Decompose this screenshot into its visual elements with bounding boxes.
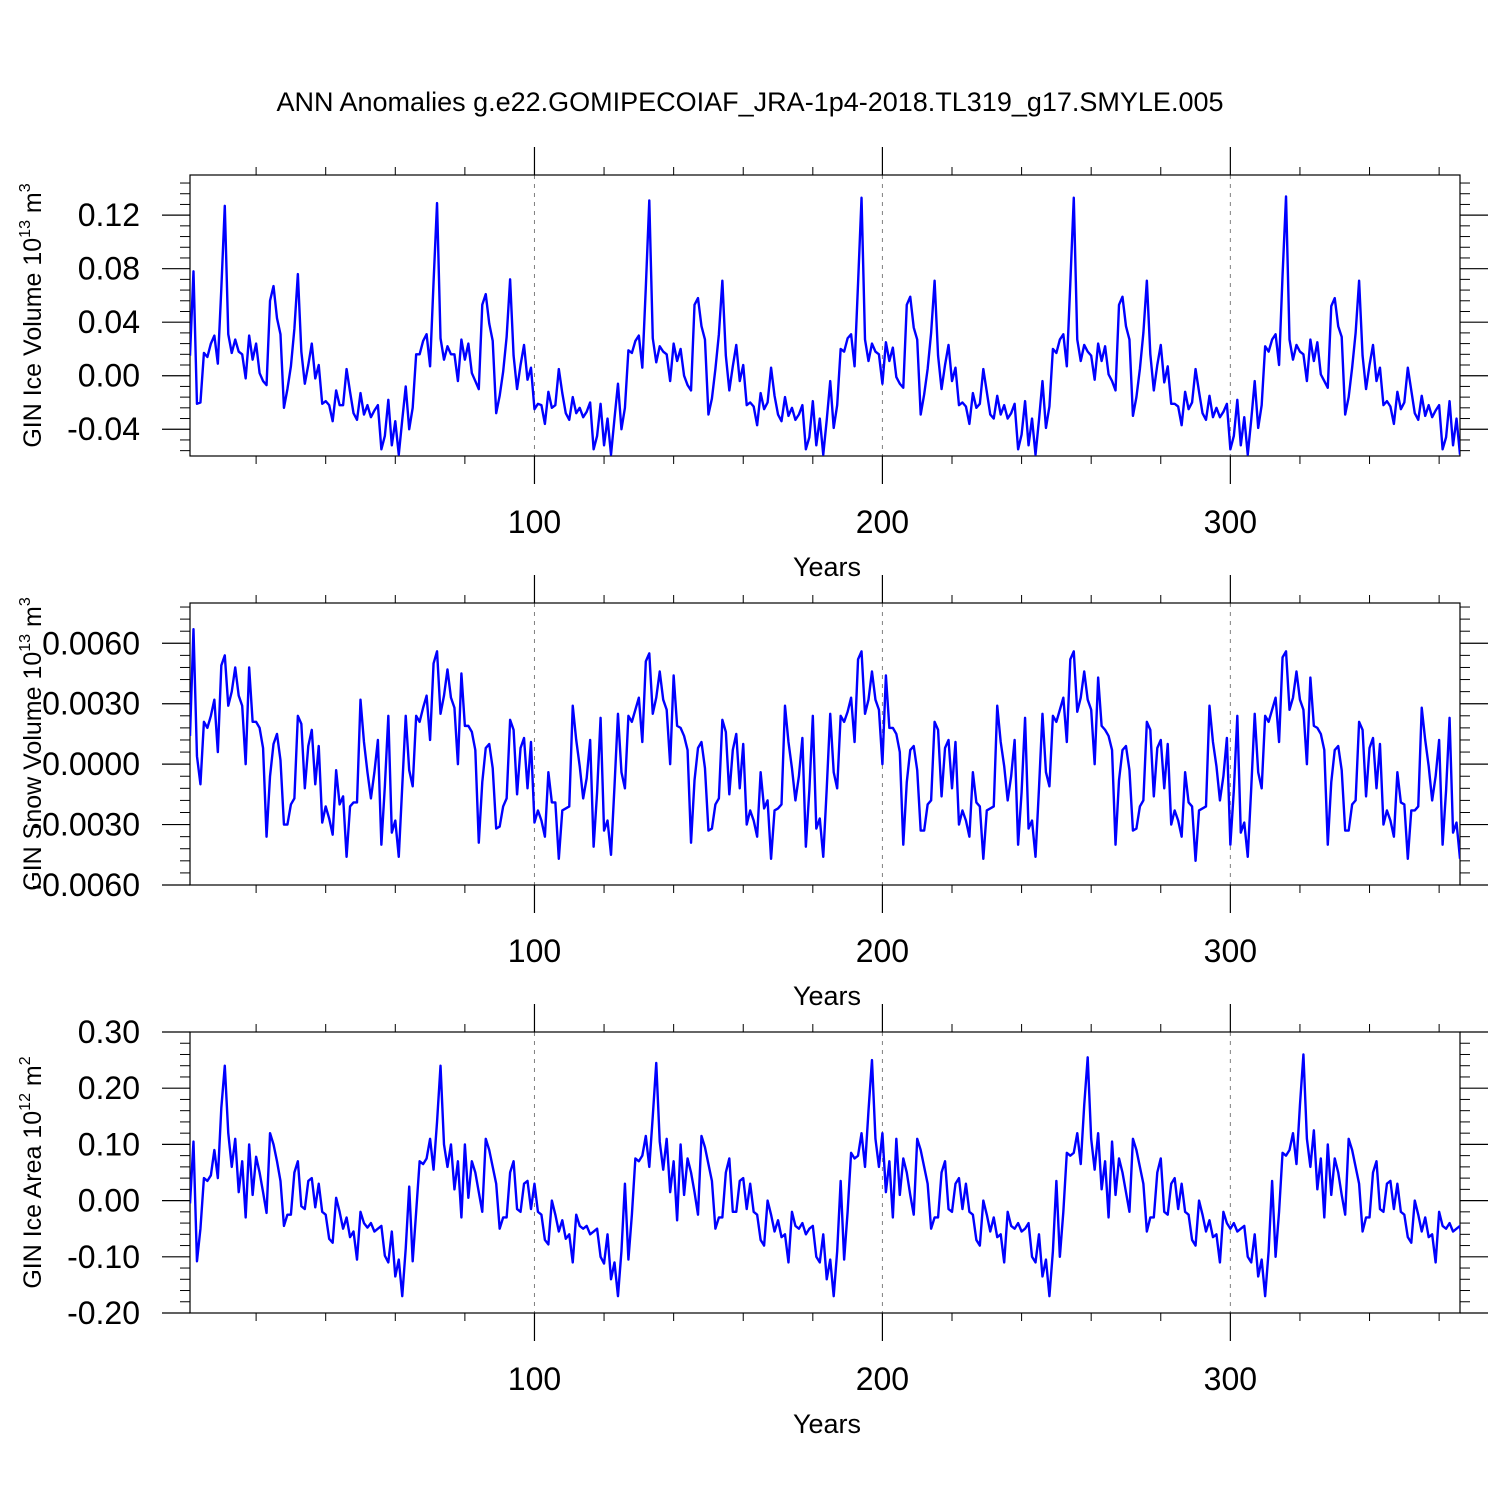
x-tick-label: 200 <box>856 1361 909 1397</box>
x-tick-label: 300 <box>1204 1361 1257 1397</box>
x-tick-label: 200 <box>856 933 909 969</box>
y-tick-label: -0.20 <box>67 1295 140 1331</box>
y-tick-label: -0.10 <box>67 1239 140 1275</box>
x-tick-label: 100 <box>508 1361 561 1397</box>
x-tick-label: 300 <box>1204 504 1257 540</box>
chart-panel-2: 100 200 300 0.0060 0.0030 0.0000 -0.0030 -0.006… <box>17 575 1488 1011</box>
y-tick-label: 0.10 <box>78 1126 140 1162</box>
y-tick-label: -0.04 <box>67 411 140 447</box>
x-tick-label: 100 <box>508 933 561 969</box>
y-tick-label: 0.04 <box>78 304 140 340</box>
y-tick-label: 0.0000 <box>42 746 140 782</box>
y-tick-label: 0.20 <box>78 1070 140 1106</box>
y-tick-label: 0.00 <box>78 358 140 394</box>
y-axis-label: GIN Ice Area 1012 m2 <box>17 1056 47 1288</box>
x-axis-label: Years <box>793 1409 861 1439</box>
x-axis-label: Years <box>793 981 861 1011</box>
y-tick-label: -0.0030 <box>31 807 140 843</box>
y-tick-label: 0.0060 <box>42 625 140 661</box>
x-axis-label: Years <box>793 552 861 582</box>
plot-frame <box>189 1031 1461 1314</box>
chart-panel-3: 100 200 300 0.30 0.20 0.10 0.00 -0.10 -0.20 Years… <box>17 1004 1488 1439</box>
x-tick-label: 100 <box>508 504 561 540</box>
plot-frame <box>189 174 1461 457</box>
y-tick-label: 0.0030 <box>42 686 140 722</box>
data-series-line <box>190 195 1460 456</box>
chart-panels: 100 200 300 0.12 0.08 0.04 0.00 -0.04 Years GIN I… <box>17 147 1488 1439</box>
y-axis-label: GIN Ice Volume 1013 m3 <box>17 183 47 447</box>
y-tick-label: 0.30 <box>78 1014 140 1050</box>
y-tick-label: 0.08 <box>78 251 140 287</box>
y-axis-label: GIN Snow Volume 1013 m3 <box>17 597 47 891</box>
figure-title: ANN Anomalies g.e22.GOMIPECOIAF_JRA-1p4-… <box>277 87 1224 117</box>
data-series-line <box>190 627 1460 863</box>
data-series-line <box>190 1053 1460 1298</box>
chart-panel-1: 100 200 300 0.12 0.08 0.04 0.00 -0.04 Years GIN I… <box>17 147 1488 582</box>
y-tick-label: 0.00 <box>78 1183 140 1219</box>
y-tick-label: -0.0060 <box>31 867 140 903</box>
plot-frame <box>189 602 1461 886</box>
x-tick-label: 300 <box>1204 933 1257 969</box>
y-tick-label: 0.12 <box>78 197 140 233</box>
x-tick-label: 200 <box>856 504 909 540</box>
